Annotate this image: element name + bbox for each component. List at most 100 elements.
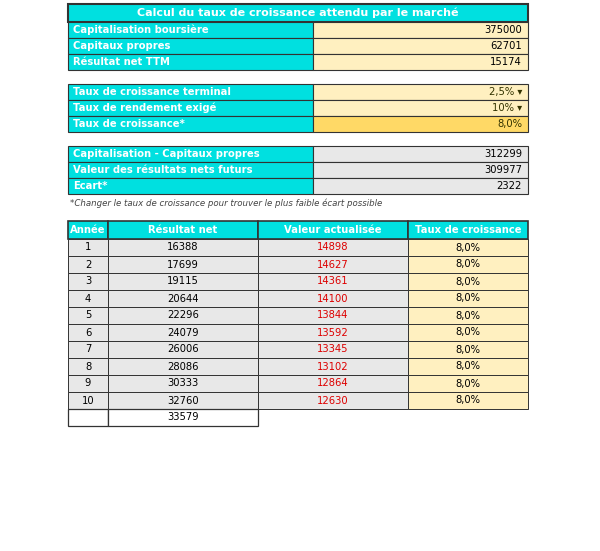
Text: 8,0%: 8,0% (455, 344, 481, 354)
Bar (108, 341, 258, 358)
Bar (68, 375, 108, 392)
Text: 30333: 30333 (167, 379, 199, 388)
Bar (258, 375, 408, 392)
Text: Taux de rendement exigé: Taux de rendement exigé (73, 102, 217, 114)
Bar (258, 324, 408, 341)
Bar (258, 358, 408, 375)
Text: 15174: 15174 (490, 57, 522, 67)
Text: 13345: 13345 (317, 344, 349, 354)
Text: Résultat net: Résultat net (148, 225, 218, 235)
Bar (68, 256, 108, 273)
Text: 8,0%: 8,0% (455, 242, 481, 252)
Bar (68, 341, 108, 358)
Bar (258, 290, 408, 307)
Text: 8,0%: 8,0% (455, 294, 481, 304)
Text: 32760: 32760 (167, 396, 199, 406)
Text: 12630: 12630 (317, 396, 349, 406)
Text: Taux de croissance terminal: Taux de croissance terminal (73, 87, 231, 97)
Text: 9: 9 (85, 379, 91, 388)
Bar (68, 307, 108, 324)
Text: 8,0%: 8,0% (455, 277, 481, 287)
Bar (68, 290, 108, 307)
Bar (108, 324, 258, 341)
Text: 1: 1 (85, 242, 91, 252)
Bar (258, 341, 408, 358)
Text: 309977: 309977 (484, 165, 522, 175)
Bar (408, 307, 528, 324)
Bar (68, 392, 108, 409)
Text: 8,0%: 8,0% (455, 260, 481, 269)
Bar (408, 256, 528, 273)
Text: 8,0%: 8,0% (455, 396, 481, 406)
Bar (68, 38, 313, 54)
Bar (108, 409, 258, 426)
Bar (408, 221, 528, 239)
Text: Valeur actualisée: Valeur actualisée (284, 225, 382, 235)
Bar (108, 375, 258, 392)
Bar (68, 178, 313, 194)
Text: Ecart*: Ecart* (73, 181, 107, 191)
Bar (408, 358, 528, 375)
Text: 2: 2 (85, 260, 91, 269)
Text: Année: Année (70, 225, 106, 235)
Bar (313, 162, 528, 178)
Bar (408, 273, 528, 290)
Bar (258, 256, 408, 273)
Bar (108, 290, 258, 307)
Text: 10% ▾: 10% ▾ (492, 103, 522, 113)
Text: 4: 4 (85, 294, 91, 304)
Bar (68, 358, 108, 375)
Text: 13844: 13844 (317, 311, 349, 321)
Bar (68, 162, 313, 178)
Text: 19115: 19115 (167, 277, 199, 287)
Bar (313, 116, 528, 132)
Bar (408, 375, 528, 392)
Text: 13592: 13592 (317, 327, 349, 338)
Bar (313, 38, 528, 54)
Bar (408, 239, 528, 256)
Text: 13102: 13102 (317, 361, 349, 371)
Bar (68, 22, 313, 38)
Bar (313, 100, 528, 116)
Text: 8,0%: 8,0% (455, 379, 481, 388)
Text: 14898: 14898 (317, 242, 349, 252)
Text: 6: 6 (85, 327, 91, 338)
Bar (68, 4, 528, 22)
Text: Valeur des résultats nets futurs: Valeur des résultats nets futurs (73, 165, 253, 175)
Bar (313, 22, 528, 38)
Bar (68, 84, 313, 100)
Text: Taux de croissance: Taux de croissance (415, 225, 521, 235)
Bar (68, 409, 108, 426)
Bar (408, 392, 528, 409)
Bar (258, 392, 408, 409)
Text: 10: 10 (82, 396, 94, 406)
Bar (68, 116, 313, 132)
Bar (313, 84, 528, 100)
Text: 33579: 33579 (167, 413, 199, 423)
Text: 14627: 14627 (317, 260, 349, 269)
Bar (258, 239, 408, 256)
Text: 2,5% ▾: 2,5% ▾ (488, 87, 522, 97)
Bar (68, 54, 313, 70)
Text: 20644: 20644 (167, 294, 199, 304)
Text: Calcul du taux de croissance attendu par le marché: Calcul du taux de croissance attendu par… (137, 8, 459, 18)
Text: 3: 3 (85, 277, 91, 287)
Bar (108, 256, 258, 273)
Text: 14361: 14361 (317, 277, 349, 287)
Bar (108, 239, 258, 256)
Text: 312299: 312299 (484, 149, 522, 159)
Text: 8,0%: 8,0% (497, 119, 522, 129)
Text: 7: 7 (85, 344, 91, 354)
Bar (408, 341, 528, 358)
Text: 22296: 22296 (167, 311, 199, 321)
Bar (408, 324, 528, 341)
Bar (68, 239, 108, 256)
Bar (68, 100, 313, 116)
Text: 14100: 14100 (317, 294, 349, 304)
Text: Capitalisation - Capitaux propres: Capitalisation - Capitaux propres (73, 149, 260, 159)
Text: 8: 8 (85, 361, 91, 371)
Text: 375000: 375000 (484, 25, 522, 35)
Text: 8,0%: 8,0% (455, 361, 481, 371)
Text: Capitaux propres: Capitaux propres (73, 41, 170, 51)
Bar (108, 358, 258, 375)
